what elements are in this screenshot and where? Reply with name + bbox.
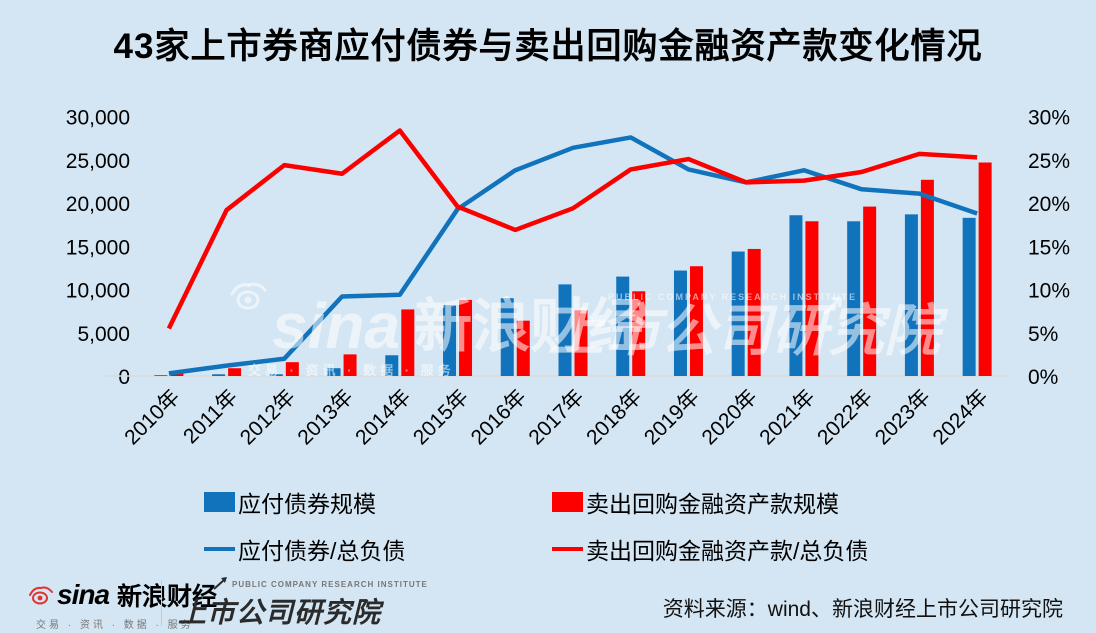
svg-text:15%: 15%: [1028, 236, 1070, 259]
svg-text:2015年: 2015年: [409, 385, 473, 449]
svg-text:2012年: 2012年: [236, 385, 300, 449]
svg-text:0%: 0%: [1028, 366, 1058, 389]
sina-eye-icon: [29, 586, 53, 605]
legend-label-repo-bar: 卖出回购金融资产款规模: [586, 491, 839, 517]
sina-tagline: 交易 · 资讯 · 数据 · 服务: [36, 620, 194, 631]
svg-text:30%: 30%: [1028, 107, 1070, 130]
legend-item-bonds-line: 应付债券/总负债: [204, 537, 405, 564]
svg-text:0: 0: [118, 366, 130, 389]
svg-text:2010年: 2010年: [120, 385, 184, 449]
svg-text:10,000: 10,000: [66, 280, 130, 303]
svg-text:5,000: 5,000: [77, 323, 130, 346]
legend-swatch-red-bar: [552, 492, 583, 512]
svg-text:30,000: 30,000: [66, 107, 130, 130]
svg-text:2013年: 2013年: [293, 385, 357, 449]
legend-item-bonds-bar: 应付债券规模: [204, 490, 376, 517]
svg-text:20%: 20%: [1028, 193, 1070, 216]
svg-text:2024年: 2024年: [929, 385, 993, 449]
sina-finance-cn: 新浪财经: [117, 583, 218, 611]
svg-text:2021年: 2021年: [755, 385, 819, 449]
svg-text:2016年: 2016年: [467, 385, 531, 449]
svg-text:2023年: 2023年: [871, 385, 935, 449]
svg-text:2018年: 2018年: [582, 385, 646, 449]
legend-label-bonds-line: 应付债券/总负债: [238, 538, 406, 564]
svg-text:25%: 25%: [1028, 150, 1070, 173]
svg-text:2022年: 2022年: [813, 385, 877, 449]
svg-text:15,000: 15,000: [66, 236, 130, 259]
pcri-en-label: PUBLIC COMPANY RESEARCH INSTITUTE: [232, 579, 428, 589]
data-source-note: 资料来源：wind、新浪财经上市公司研究院: [662, 598, 1063, 621]
sina-logo-text: sina: [57, 579, 110, 610]
legend-label-repo-line: 卖出回购金融资产款/总负债: [586, 538, 869, 564]
svg-text:10%: 10%: [1028, 280, 1070, 303]
svg-text:2020年: 2020年: [698, 385, 762, 449]
legend-item-repo-line: 卖出回购金融资产款/总负债: [552, 537, 868, 564]
legend-swatch-red-line: [552, 547, 583, 551]
pcri-arrow-icon: [213, 577, 227, 590]
pcri-cn-label: 上市公司研究院: [178, 597, 382, 628]
legend-swatch-blue-bar: [204, 492, 235, 512]
legend-swatch-blue-line: [204, 547, 235, 551]
footer-divider: [161, 580, 162, 626]
svg-text:2017年: 2017年: [524, 385, 588, 449]
legend-label-bonds-bar: 应付债券规模: [238, 491, 376, 517]
sina-finance-logo: sina 新浪财经 交易 · 资讯 · 数据 · 服务: [28, 577, 217, 631]
chart-title: 43家上市券商应付债券与卖出回购金融资产款变化情况: [113, 27, 983, 66]
legend-item-repo-bar: 卖出回购金融资产款规模: [552, 490, 839, 517]
svg-text:25,000: 25,000: [66, 150, 130, 173]
svg-text:2011年: 2011年: [179, 385, 242, 448]
svg-text:20,000: 20,000: [66, 193, 130, 216]
svg-text:2014年: 2014年: [351, 385, 415, 449]
svg-text:2019年: 2019年: [640, 385, 704, 449]
pcri-logo: PUBLIC COMPANY RESEARCH INSTITUTE 上市公司研究…: [178, 577, 428, 631]
svg-text:5%: 5%: [1028, 323, 1058, 346]
